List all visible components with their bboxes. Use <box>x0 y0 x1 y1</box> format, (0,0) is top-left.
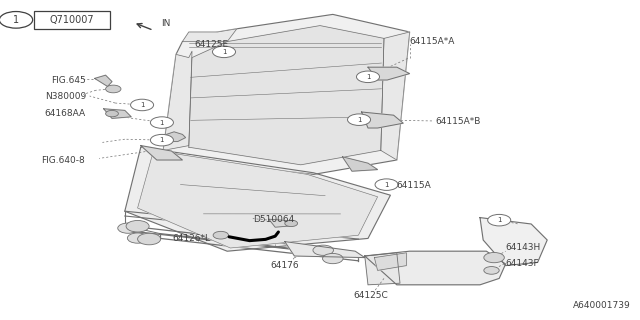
Text: 64168AA: 64168AA <box>45 109 86 118</box>
Text: FIG.640-8: FIG.640-8 <box>42 156 85 164</box>
Text: 1: 1 <box>384 182 389 188</box>
Polygon shape <box>104 109 131 118</box>
Text: D510064: D510064 <box>253 215 294 224</box>
Polygon shape <box>480 218 547 266</box>
Text: 64125E: 64125E <box>194 40 228 49</box>
Circle shape <box>356 71 380 83</box>
Text: 1: 1 <box>140 102 145 108</box>
Polygon shape <box>163 132 186 141</box>
Circle shape <box>313 245 333 255</box>
Circle shape <box>375 179 398 190</box>
Text: 64125C: 64125C <box>354 292 388 300</box>
Polygon shape <box>362 112 403 128</box>
Circle shape <box>150 117 173 128</box>
Text: 64126*L: 64126*L <box>173 234 211 243</box>
Text: 1: 1 <box>356 117 362 123</box>
Circle shape <box>213 231 228 239</box>
Circle shape <box>323 253 343 264</box>
Text: 64176: 64176 <box>271 261 299 270</box>
Text: 1: 1 <box>221 49 227 55</box>
Polygon shape <box>381 32 410 160</box>
Polygon shape <box>182 29 237 42</box>
Circle shape <box>0 12 33 28</box>
Text: 1: 1 <box>159 120 164 125</box>
Circle shape <box>118 223 138 233</box>
FancyBboxPatch shape <box>34 11 110 29</box>
Text: 64143F: 64143F <box>506 260 540 268</box>
Circle shape <box>484 267 499 274</box>
Circle shape <box>212 46 236 58</box>
Circle shape <box>488 214 511 226</box>
Polygon shape <box>365 251 506 285</box>
Polygon shape <box>95 75 112 86</box>
Polygon shape <box>163 51 192 150</box>
Circle shape <box>348 114 371 125</box>
Polygon shape <box>374 253 406 270</box>
Polygon shape <box>342 157 378 171</box>
Circle shape <box>127 233 148 243</box>
Circle shape <box>106 110 118 117</box>
Circle shape <box>126 220 149 232</box>
Circle shape <box>484 252 504 263</box>
Circle shape <box>131 99 154 111</box>
Polygon shape <box>269 219 294 227</box>
Circle shape <box>150 134 173 146</box>
Text: 1: 1 <box>365 74 371 80</box>
Text: 64115A*B: 64115A*B <box>435 117 481 126</box>
Polygon shape <box>163 14 410 174</box>
Polygon shape <box>365 253 400 285</box>
Polygon shape <box>125 147 390 251</box>
Text: 1: 1 <box>13 15 19 25</box>
Polygon shape <box>368 67 410 80</box>
Text: A640001739: A640001739 <box>573 301 630 310</box>
Polygon shape <box>285 242 365 258</box>
Circle shape <box>138 233 161 245</box>
Text: FIG.645: FIG.645 <box>51 76 86 84</box>
Text: 1: 1 <box>497 217 502 223</box>
Circle shape <box>106 85 121 93</box>
Polygon shape <box>138 150 378 248</box>
Text: 64115A*A: 64115A*A <box>410 37 455 46</box>
Text: N380009: N380009 <box>45 92 86 100</box>
Text: 64143H: 64143H <box>506 244 541 252</box>
Text: IN: IN <box>161 19 171 28</box>
Polygon shape <box>189 26 384 165</box>
Polygon shape <box>141 146 182 160</box>
Circle shape <box>285 220 298 227</box>
Text: 1: 1 <box>159 137 164 143</box>
Text: Q710007: Q710007 <box>50 15 94 25</box>
Text: 64115A: 64115A <box>397 181 431 190</box>
